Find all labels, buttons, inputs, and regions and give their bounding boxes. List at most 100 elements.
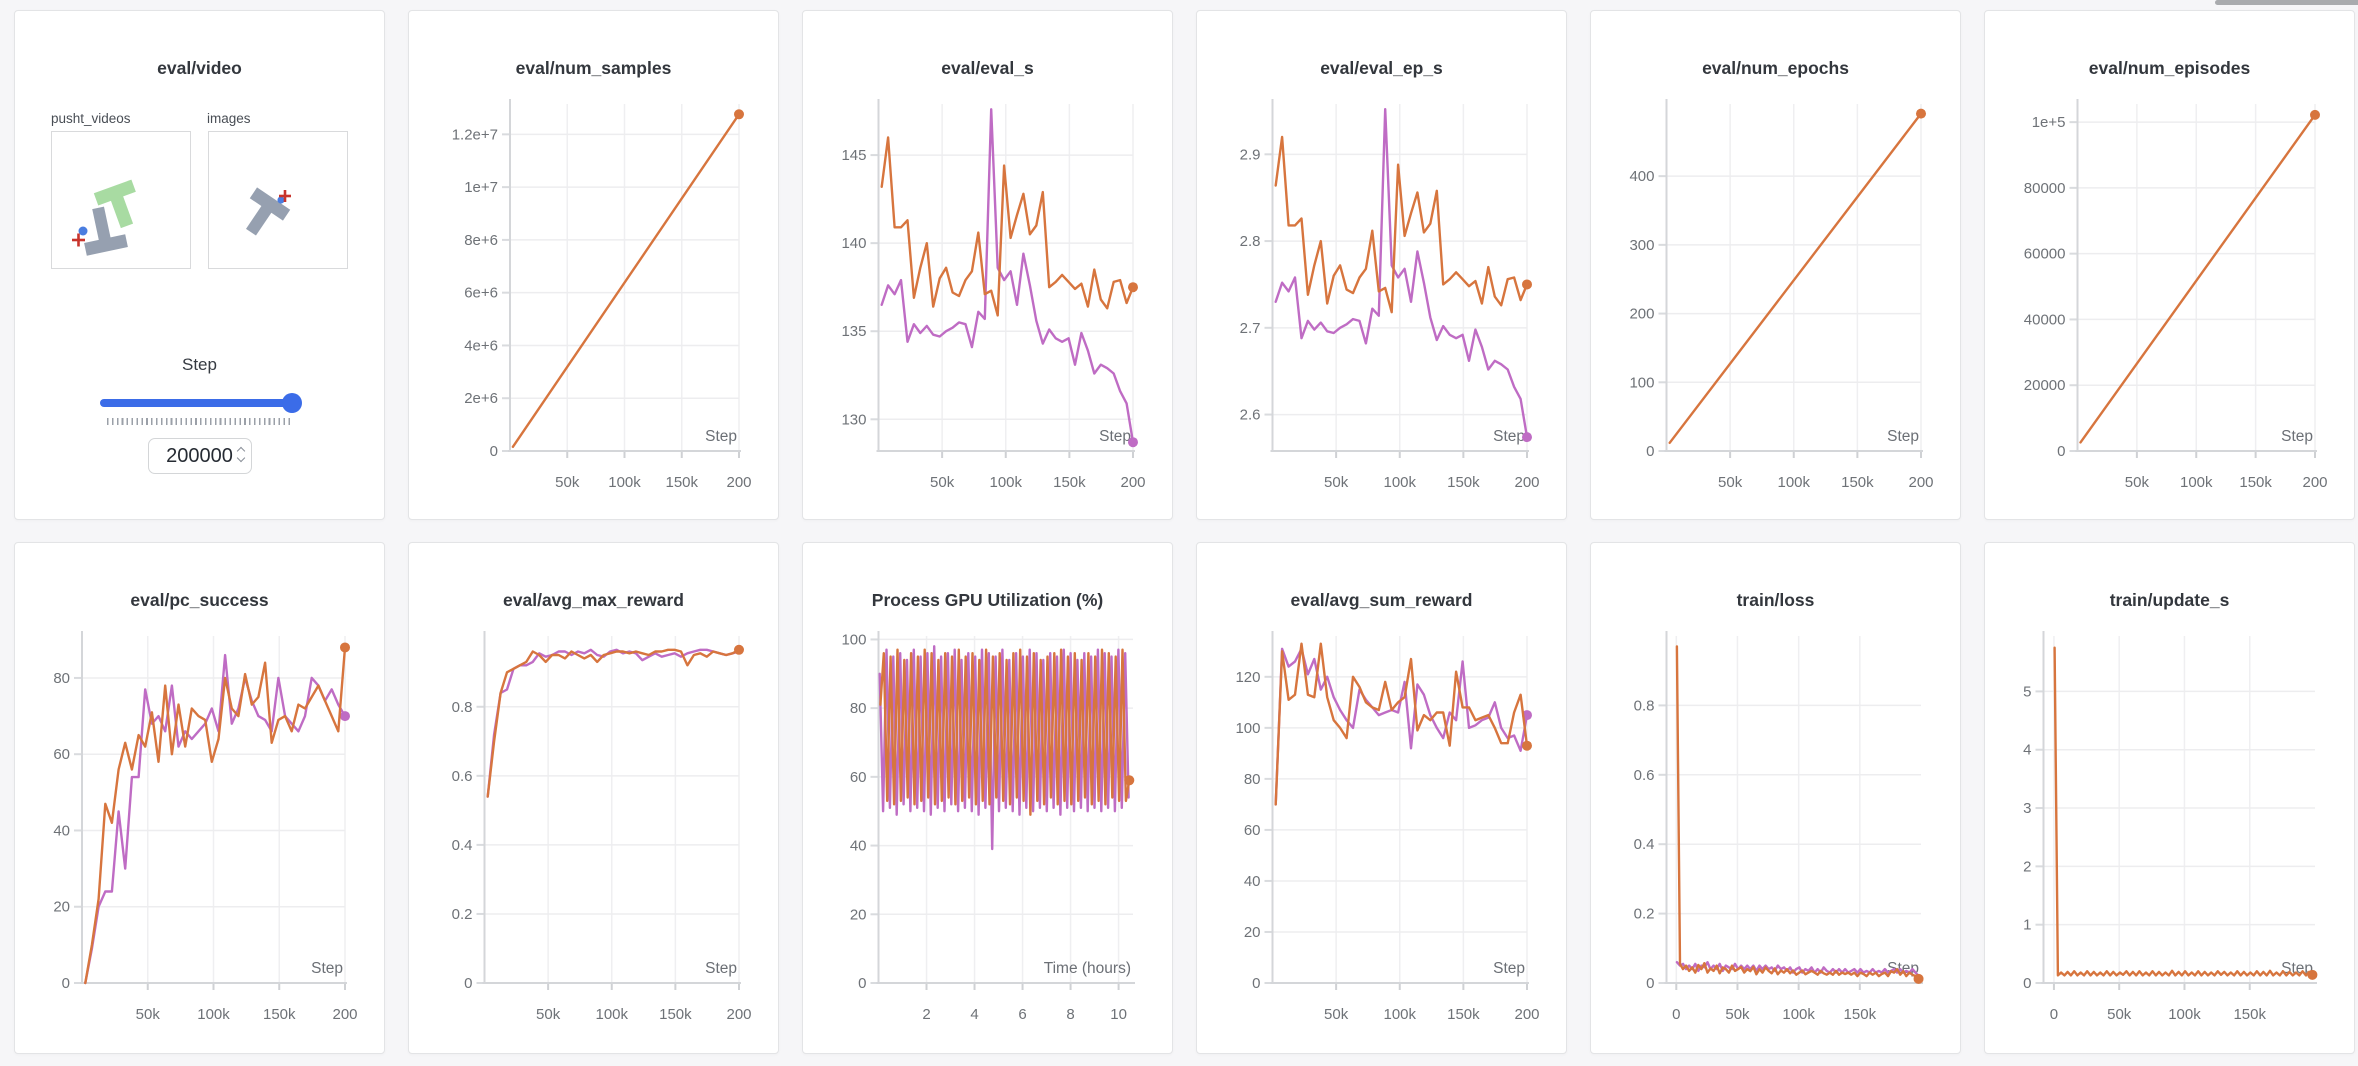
panel-title: eval/pc_success xyxy=(130,590,269,610)
svg-text:3: 3 xyxy=(2023,800,2031,817)
panel-train-update-s[interactable]: train/update_s 0 50k 100k 150k 0 1 2 3 4 5 Step xyxy=(1984,542,2355,1054)
panel-grid: eval/video pusht_videos images xyxy=(14,10,2358,1054)
panel-eval-eval-s[interactable]: eval/eval_s 50k 100k 150k 200 130 135 140 145 St… xyxy=(802,10,1173,520)
svg-text:0.4: 0.4 xyxy=(1634,836,1655,853)
svg-text:100k: 100k xyxy=(989,474,1022,491)
plot-canvas[interactable]: 50k 100k 150k 200 0 0.2 0.4 0.6 0.8 Step xyxy=(409,621,778,1051)
agent-dot xyxy=(78,226,88,236)
chart-eval-num-samples[interactable]: 50k 100k 150k 200 0 2e+6 4e+6 6e+6 8e+6 1e+7 1.2e+… xyxy=(409,89,778,519)
clipped-element-edge xyxy=(2215,0,2358,5)
chart-eval-pc-success[interactable]: 50k 100k 150k 200 0 20 40 60 80 Step xyxy=(15,621,384,1053)
plot-canvas[interactable]: 50k 100k 150k 200 2.6 2.7 2.8 2.9 Step xyxy=(1197,89,1566,519)
svg-text:50k: 50k xyxy=(2107,1006,2132,1023)
chart-eval-num-episodes[interactable]: 50k 100k 150k 200 0 20000 40000 60000 80000 1e+5 S… xyxy=(1985,89,2354,519)
chart-eval-eval-s[interactable]: 50k 100k 150k 200 130 135 140 145 Step xyxy=(803,89,1172,519)
step-value[interactable]: 200000 xyxy=(166,444,233,467)
step-input[interactable]: 200000 xyxy=(147,438,252,474)
chart-train-update-s[interactable]: 0 50k 100k 150k 0 1 2 3 4 5 Step xyxy=(1985,621,2354,1053)
panel-title: Process GPU Utilization (%) xyxy=(871,590,1104,610)
slider-thumb[interactable] xyxy=(281,393,302,413)
svg-text:150k: 150k xyxy=(659,1006,692,1023)
svg-text:50k: 50k xyxy=(136,1006,161,1023)
svg-text:Step: Step xyxy=(705,960,737,977)
svg-text:145: 145 xyxy=(841,147,866,164)
chart-gpu-utilization[interactable]: 2 4 6 8 10 0 20 40 60 80 100 Time (hours) xyxy=(803,621,1172,1053)
svg-text:Step: Step xyxy=(1493,428,1525,445)
svg-text:0: 0 xyxy=(1646,975,1654,992)
svg-text:60: 60 xyxy=(1244,822,1261,839)
svg-text:100k: 100k xyxy=(595,1006,628,1023)
panel-gpu-utilization[interactable]: Process GPU Utilization (%) 2 4 6 8 10 0 20 40 6… xyxy=(802,542,1173,1054)
chart-eval-avg-max-reward[interactable]: 50k 100k 150k 200 0 0.2 0.4 0.6 0.8 Step xyxy=(409,621,778,1053)
svg-text:200: 200 xyxy=(1629,306,1654,323)
svg-text:100k: 100k xyxy=(1782,1006,1815,1023)
svg-text:400: 400 xyxy=(1629,168,1654,185)
panel-eval-num-samples[interactable]: eval/num_samples 50k 100k 150k 200 0 2e+6 4e+6… xyxy=(408,10,779,520)
svg-text:150k: 150k xyxy=(1053,474,1086,491)
panel-train-loss[interactable]: train/loss 0 50k 100k 150k 0 0.2 0.4 0.6 0.8 Step xyxy=(1590,542,1961,1054)
svg-text:135: 135 xyxy=(841,323,866,340)
plot-canvas[interactable]: 50k 100k 150k 200 0 20000 40000 60000 80000 1e+5 S… xyxy=(1985,89,2354,519)
chart-eval-eval-ep-s[interactable]: 50k 100k 150k 200 2.6 2.7 2.8 2.9 Step xyxy=(1197,89,1566,519)
slider-tick-ruler xyxy=(106,418,293,425)
svg-text:2.8: 2.8 xyxy=(1240,233,1261,250)
svg-text:150k: 150k xyxy=(1841,474,1874,491)
svg-text:80: 80 xyxy=(53,670,70,687)
panel-eval-eval-ep-s[interactable]: eval/eval_ep_s 50k 100k 150k 200 2.6 2.7 2.8 2.… xyxy=(1196,10,1567,520)
svg-text:Step: Step xyxy=(1887,428,1919,445)
agent-dot xyxy=(277,196,285,204)
panel-title: eval/num_episodes xyxy=(2088,58,2251,78)
svg-text:60: 60 xyxy=(53,746,70,763)
panel-title: eval/avg_max_reward xyxy=(503,590,684,610)
plot-canvas[interactable]: 50k 100k 150k 200 130 135 140 145 Step xyxy=(803,89,1172,519)
svg-text:0.6: 0.6 xyxy=(452,768,473,785)
svg-text:150k: 150k xyxy=(1844,1006,1877,1023)
chart-eval-avg-sum-reward[interactable]: 50k 100k 150k 200 0 20 40 60 80 100 120 Step xyxy=(1197,621,1566,1053)
increment-icon[interactable] xyxy=(237,446,244,453)
plot-canvas[interactable]: 50k 100k 150k 200 0 100 200 300 400 Step xyxy=(1591,89,1960,519)
svg-text:100k: 100k xyxy=(1383,474,1416,491)
decrement-icon[interactable] xyxy=(237,456,244,463)
svg-text:150k: 150k xyxy=(665,474,698,491)
step-slider[interactable] xyxy=(99,393,302,413)
svg-text:80000: 80000 xyxy=(2024,180,2066,197)
panel-eval-avg-sum-reward[interactable]: eval/avg_sum_reward 50k 100k 150k 200 0 20 40 6… xyxy=(1196,542,1567,1054)
svg-text:80: 80 xyxy=(1244,771,1261,788)
panel-eval-num-episodes[interactable]: eval/num_episodes 50k 100k 150k 200 0 20000 40… xyxy=(1984,10,2355,520)
plot-canvas[interactable]: 50k 100k 150k 200 0 2e+6 4e+6 6e+6 8e+6 1e+7 1.2e+… xyxy=(409,89,778,519)
slider-track[interactable] xyxy=(99,399,300,407)
plot-canvas[interactable]: 50k 100k 150k 200 0 20 40 60 80 Step xyxy=(15,621,384,1051)
stepper-arrows xyxy=(237,446,244,463)
svg-text:40000: 40000 xyxy=(2024,311,2066,328)
goal-cross-icon xyxy=(72,233,85,247)
panel-title: eval/avg_sum_reward xyxy=(1290,590,1473,610)
svg-text:130: 130 xyxy=(841,411,866,428)
svg-text:40: 40 xyxy=(850,838,867,855)
chart-eval-num-epochs[interactable]: 50k 100k 150k 200 0 100 200 300 400 Step xyxy=(1591,89,1960,519)
svg-text:200: 200 xyxy=(1120,474,1145,491)
image-caption: images xyxy=(207,111,251,126)
pusht-video-thumbnail[interactable] xyxy=(51,131,191,269)
svg-text:8: 8 xyxy=(1066,1006,1074,1023)
svg-text:200: 200 xyxy=(332,1006,357,1023)
panel-eval-pc-success[interactable]: eval/pc_success 50k 100k 150k 200 0 20 40 60 80 S… xyxy=(14,542,385,1054)
svg-text:2e+6: 2e+6 xyxy=(464,390,498,407)
svg-text:200: 200 xyxy=(1514,1006,1539,1023)
images-thumbnail[interactable] xyxy=(208,131,348,269)
panel-eval-video[interactable]: eval/video pusht_videos images xyxy=(14,10,385,520)
svg-text:2: 2 xyxy=(2023,858,2031,875)
panel-eval-num-epochs[interactable]: eval/num_epochs 50k 100k 150k 200 0 100 200 300… xyxy=(1590,10,1961,520)
svg-text:0: 0 xyxy=(1646,443,1654,460)
svg-text:50k: 50k xyxy=(2125,474,2150,491)
svg-text:150k: 150k xyxy=(2233,1006,2266,1023)
svg-text:0: 0 xyxy=(2057,443,2065,460)
panel-eval-avg-max-reward[interactable]: eval/avg_max_reward 50k 100k 150k 200 0 0.2 0.… xyxy=(408,542,779,1054)
media-thumbnails xyxy=(51,131,348,269)
chart-train-loss[interactable]: 0 50k 100k 150k 0 0.2 0.4 0.6 0.8 Step xyxy=(1591,621,1960,1053)
panel-title: eval/video xyxy=(157,58,242,78)
plot-canvas[interactable]: 50k 100k 150k 200 0 20 40 60 80 100 120 Step xyxy=(1197,621,1566,1051)
